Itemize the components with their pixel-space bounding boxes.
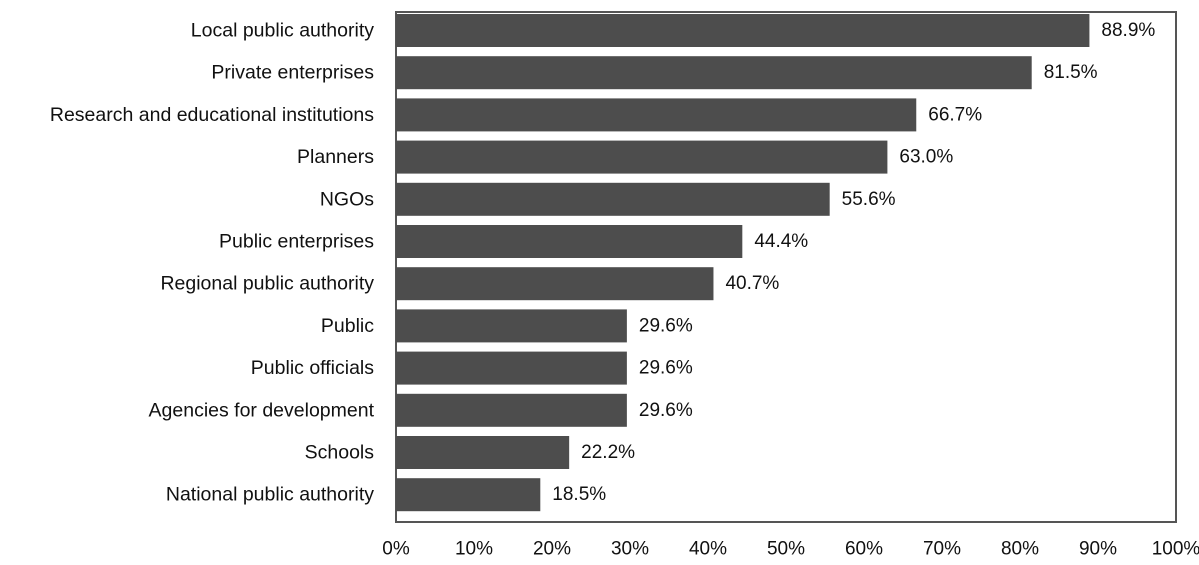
bar (396, 351, 627, 385)
category-label: Local public authority (191, 20, 374, 42)
x-tick-label: 70% (923, 539, 961, 560)
x-tick-label: 90% (1079, 539, 1117, 560)
bar (396, 436, 570, 469)
bar (396, 478, 541, 512)
data-label: 66.7% (928, 104, 982, 125)
data-label: 55.6% (842, 189, 896, 210)
x-tick-label: 60% (845, 539, 883, 560)
category-label: Research and educational institutions (50, 104, 374, 126)
category-label: Regional public authority (160, 273, 374, 295)
x-tick-label: 20% (533, 539, 571, 560)
category-label: Public enterprises (219, 231, 374, 253)
data-label: 63.0% (899, 147, 953, 168)
x-tick-label: 50% (767, 539, 805, 560)
x-tick-label: 30% (611, 539, 649, 560)
data-label: 81.5% (1044, 62, 1098, 83)
data-label: 22.2% (581, 442, 635, 463)
category-label: Public officials (251, 357, 374, 379)
category-label: Agencies for development (149, 399, 375, 421)
x-tick-label: 80% (1001, 539, 1039, 560)
data-label: 88.9% (1101, 20, 1155, 41)
bar (396, 182, 830, 216)
bar (396, 14, 1090, 47)
bar (396, 140, 888, 174)
bar (396, 56, 1032, 90)
bar (396, 393, 627, 427)
data-label: 40.7% (725, 273, 779, 294)
x-tick-label: 40% (689, 539, 727, 560)
category-label: NGOs (320, 188, 374, 210)
bar (396, 98, 917, 132)
category-label: Planners (297, 146, 374, 168)
bar (396, 225, 743, 258)
category-label: Private enterprises (211, 62, 374, 84)
bar (396, 267, 714, 301)
category-label: Public (321, 315, 374, 337)
data-label: 29.6% (639, 315, 693, 336)
data-label: 44.4% (754, 231, 808, 252)
category-label: National public authority (166, 484, 374, 506)
data-label: 29.6% (639, 400, 693, 421)
data-label: 18.5% (552, 484, 606, 505)
category-label: Schools (305, 442, 375, 464)
x-tick-label: 100% (1152, 539, 1199, 560)
plot-area: Local public authority 88.9% Private enter… (50, 11, 1199, 560)
data-label: 29.6% (639, 358, 693, 379)
x-tick-label: 0% (382, 539, 410, 560)
x-tick-label: 10% (455, 539, 493, 560)
plot-frame (395, 11, 1177, 523)
bar (396, 309, 627, 343)
